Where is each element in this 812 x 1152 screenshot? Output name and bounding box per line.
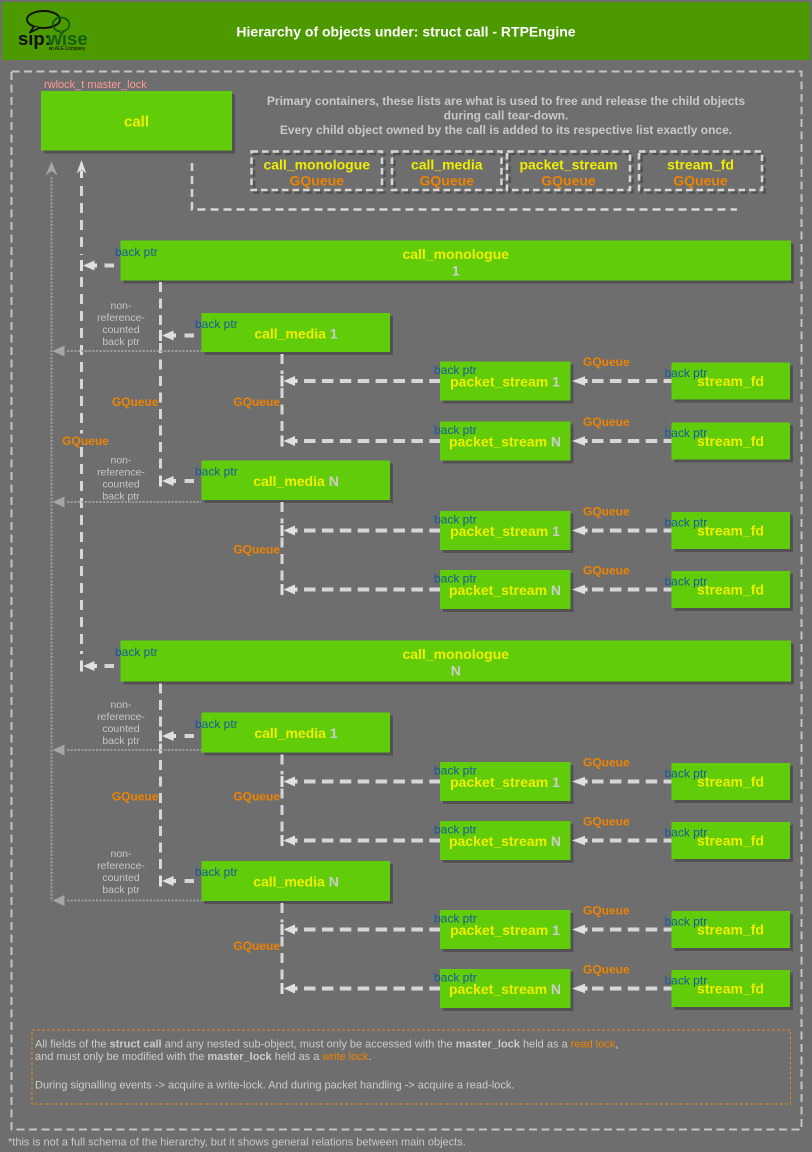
svg-text:back ptr: back ptr bbox=[102, 884, 140, 896]
svg-text:GQueue: GQueue bbox=[233, 543, 280, 557]
svg-text:GQueue: GQueue bbox=[290, 173, 345, 189]
svg-text:counted: counted bbox=[102, 723, 140, 735]
svg-text:sıp:: sıp: bbox=[18, 28, 51, 49]
svg-text:call_media N: call_media N bbox=[253, 874, 339, 890]
svg-text:GQueue: GQueue bbox=[583, 756, 630, 770]
svg-text:non-: non- bbox=[110, 300, 132, 312]
svg-text:counted: counted bbox=[102, 324, 140, 336]
svg-text:back ptr: back ptr bbox=[434, 823, 477, 837]
svg-text:back ptr: back ptr bbox=[665, 974, 708, 988]
svg-text:back ptr: back ptr bbox=[434, 363, 477, 377]
svg-text:packet_stream N: packet_stream N bbox=[449, 981, 561, 997]
svg-text:back ptr: back ptr bbox=[665, 366, 708, 380]
svg-text:packet_stream N: packet_stream N bbox=[449, 833, 561, 849]
svg-text:back ptr: back ptr bbox=[665, 575, 708, 589]
svg-text:reference-: reference- bbox=[97, 711, 145, 723]
svg-text:back ptr: back ptr bbox=[195, 465, 238, 479]
svg-text:back ptr: back ptr bbox=[115, 245, 158, 259]
svg-text:call_monologue: call_monologue bbox=[402, 246, 509, 262]
svg-text:call: call bbox=[124, 114, 149, 131]
svg-text:GQueue: GQueue bbox=[583, 815, 630, 829]
svg-text:stream_fd: stream_fd bbox=[697, 373, 764, 389]
svg-text:back ptr: back ptr bbox=[434, 971, 477, 985]
svg-text:back ptr: back ptr bbox=[665, 826, 708, 840]
svg-text:back ptr: back ptr bbox=[665, 915, 708, 929]
svg-text:GQueue: GQueue bbox=[583, 564, 630, 578]
svg-text:GQueue: GQueue bbox=[420, 173, 475, 189]
svg-text:non-: non- bbox=[110, 699, 132, 711]
svg-text:*this is not a full schema of: *this is not a full schema of the hierar… bbox=[8, 1137, 466, 1149]
svg-text:call_monologue: call_monologue bbox=[263, 157, 370, 173]
svg-text:call_media: call_media bbox=[411, 157, 483, 173]
svg-text:counted: counted bbox=[102, 872, 140, 884]
svg-text:back ptr: back ptr bbox=[665, 767, 708, 781]
svg-text:call_media 1: call_media 1 bbox=[254, 326, 338, 342]
svg-text:packet_stream 1: packet_stream 1 bbox=[450, 774, 560, 790]
svg-text:GQueue: GQueue bbox=[62, 434, 109, 448]
svg-text:packet_stream 1: packet_stream 1 bbox=[450, 374, 560, 390]
svg-text:stream_fd: stream_fd bbox=[697, 981, 764, 997]
svg-text:non-: non- bbox=[110, 455, 132, 467]
svg-text:GQueue: GQueue bbox=[673, 173, 728, 189]
svg-text:GQueue: GQueue bbox=[583, 904, 630, 918]
svg-text:stream_fd: stream_fd bbox=[697, 922, 764, 938]
svg-text:back ptr: back ptr bbox=[102, 735, 140, 747]
svg-text:reference-: reference- bbox=[97, 860, 145, 872]
svg-text:packet_stream N: packet_stream N bbox=[449, 582, 561, 598]
svg-text:an ALE Company: an ALE Company bbox=[49, 46, 86, 52]
svg-text:stream_fd: stream_fd bbox=[697, 582, 764, 598]
svg-text:call_monologue: call_monologue bbox=[402, 646, 509, 662]
svg-text:wıse: wıse bbox=[47, 28, 88, 49]
svg-text:Hierarchy of objects under: st: Hierarchy of objects under: struct call … bbox=[236, 24, 575, 40]
svg-text:GQueue: GQueue bbox=[233, 939, 280, 953]
svg-text:stream_fd: stream_fd bbox=[697, 774, 764, 790]
svg-text:N: N bbox=[451, 663, 461, 679]
svg-text:back ptr: back ptr bbox=[195, 865, 238, 879]
svg-text:GQueue: GQueue bbox=[233, 790, 280, 804]
svg-text:packet_stream 1: packet_stream 1 bbox=[450, 922, 560, 938]
svg-text:back ptr: back ptr bbox=[195, 317, 238, 331]
svg-text:GQueue: GQueue bbox=[233, 395, 280, 409]
svg-text:back ptr: back ptr bbox=[102, 336, 140, 348]
svg-text:stream_fd: stream_fd bbox=[697, 523, 764, 539]
svg-text:non-: non- bbox=[110, 848, 132, 860]
svg-text:stream_fd: stream_fd bbox=[697, 833, 764, 849]
svg-text:1: 1 bbox=[452, 263, 460, 279]
svg-text:All fields of the struct call: All fields of the struct call and any ne… bbox=[35, 1039, 618, 1051]
svg-text:call_media 1: call_media 1 bbox=[254, 725, 338, 741]
svg-text:back ptr: back ptr bbox=[665, 426, 708, 440]
svg-text:GQueue: GQueue bbox=[112, 790, 159, 804]
svg-text:During signalling events -> ac: During signalling events -> acquire a wr… bbox=[35, 1080, 514, 1092]
svg-text:and must only be modified with: and must only be modified with the maste… bbox=[35, 1051, 371, 1063]
svg-text:packet_stream: packet_stream bbox=[519, 157, 617, 173]
svg-text:back ptr: back ptr bbox=[434, 912, 477, 926]
svg-text:back ptr: back ptr bbox=[665, 516, 708, 530]
svg-text:counted: counted bbox=[102, 479, 140, 491]
svg-text:GQueue: GQueue bbox=[583, 963, 630, 977]
svg-text:reference-: reference- bbox=[97, 312, 145, 324]
svg-text:during call tear-down.: during call tear-down. bbox=[444, 109, 569, 123]
svg-text:rwlock_t master_lock: rwlock_t master_lock bbox=[44, 79, 147, 91]
svg-text:call_media N: call_media N bbox=[253, 473, 339, 489]
svg-text:back ptr: back ptr bbox=[434, 764, 477, 778]
svg-text:GQueue: GQueue bbox=[583, 415, 630, 429]
svg-text:stream_fd: stream_fd bbox=[697, 433, 764, 449]
svg-text:Primary containers, these list: Primary containers, these lists are what… bbox=[267, 94, 746, 108]
svg-text:GQueue: GQueue bbox=[583, 355, 630, 369]
svg-text:reference-: reference- bbox=[97, 467, 145, 479]
svg-text:back ptr: back ptr bbox=[434, 423, 477, 437]
svg-text:GQueue: GQueue bbox=[541, 173, 596, 189]
svg-text:back ptr: back ptr bbox=[195, 717, 238, 731]
svg-text:back ptr: back ptr bbox=[115, 645, 158, 659]
svg-text:GQueue: GQueue bbox=[583, 505, 630, 519]
svg-text:GQueue: GQueue bbox=[112, 395, 159, 409]
svg-text:packet_stream 1: packet_stream 1 bbox=[450, 523, 560, 539]
svg-text:packet_stream N: packet_stream N bbox=[449, 434, 561, 450]
svg-text:back ptr: back ptr bbox=[102, 491, 140, 503]
svg-text:stream_fd: stream_fd bbox=[667, 157, 734, 173]
svg-text:Every child object owned by th: Every child object owned by the call is … bbox=[280, 123, 732, 137]
svg-text:back ptr: back ptr bbox=[434, 572, 477, 586]
svg-text:back ptr: back ptr bbox=[434, 513, 477, 527]
